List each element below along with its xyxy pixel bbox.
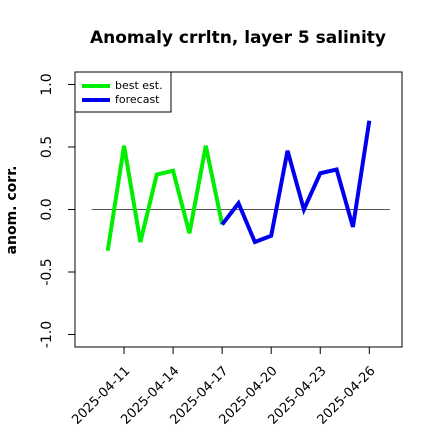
legend-label: best est.	[115, 79, 163, 92]
y-tick-label: 0.5	[39, 136, 55, 158]
chart-title: Anomaly crrltn, layer 5 salinity	[90, 28, 386, 48]
y-tick-label: -1.0	[39, 321, 55, 348]
legend: best est.forecast	[74, 71, 172, 113]
y-tick-label: 1.0	[39, 73, 55, 95]
y-axis-label: anom. corr.	[4, 166, 20, 255]
series-line	[105, 145, 225, 252]
series-line	[220, 120, 372, 245]
y-tick-label: -0.5	[39, 258, 55, 285]
y-tick-label: 0.0	[39, 198, 55, 220]
legend-box	[74, 71, 172, 113]
legend-label: forecast	[115, 93, 160, 106]
